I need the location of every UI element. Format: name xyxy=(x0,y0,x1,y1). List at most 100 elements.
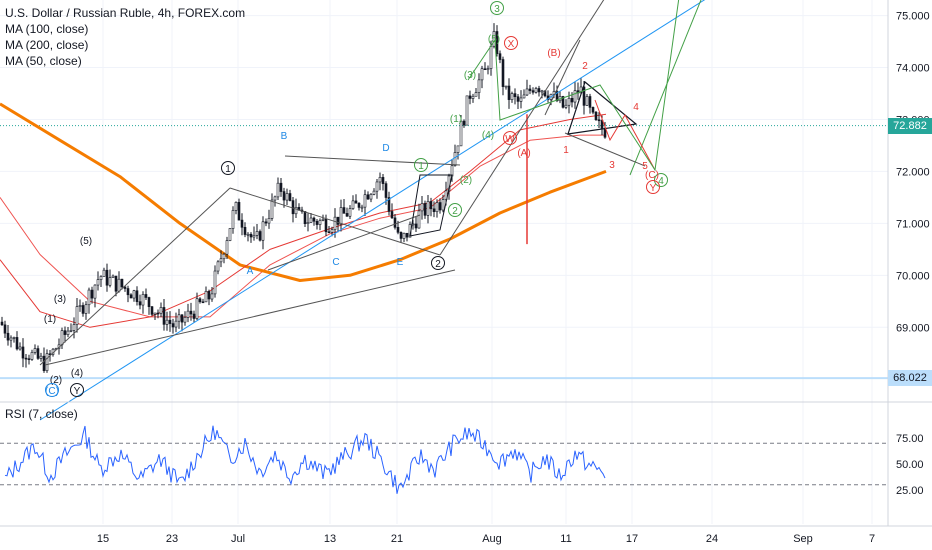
candle-body xyxy=(75,306,79,325)
candle-body xyxy=(375,181,379,192)
candle-body xyxy=(465,95,469,126)
candle-body xyxy=(279,182,283,192)
candle-body xyxy=(402,232,406,239)
candle-body xyxy=(516,96,520,102)
candle-body xyxy=(240,219,244,228)
candle-body xyxy=(357,202,361,208)
wave-label: E xyxy=(397,257,404,268)
candle-body xyxy=(390,211,394,219)
candle-body xyxy=(564,104,568,108)
candle-body xyxy=(351,200,355,209)
x-tick-label: 7 xyxy=(869,533,875,545)
candle-body xyxy=(177,314,181,322)
candle-body xyxy=(15,337,19,350)
candle-body xyxy=(69,330,73,332)
y-tick-label: 72.000 xyxy=(896,166,930,178)
candle-body xyxy=(531,90,535,93)
candle-body xyxy=(156,312,160,315)
ma100-label: MA (100, close) xyxy=(5,22,89,36)
candle-body xyxy=(321,218,325,221)
level-price-tag: 68.022 xyxy=(888,370,932,387)
wave-label: 2 xyxy=(582,61,588,72)
candle-body xyxy=(36,348,40,359)
x-tick-label: 17 xyxy=(626,533,638,545)
ma200-line xyxy=(0,102,607,282)
candle-body xyxy=(378,177,382,183)
candle-body xyxy=(30,352,34,360)
candle-body xyxy=(348,208,352,217)
candle-body xyxy=(174,320,178,328)
wave-label: (A) xyxy=(517,148,530,159)
candle-body xyxy=(249,233,253,238)
rsi-line xyxy=(4,425,606,494)
candle-body xyxy=(459,120,463,147)
wave-label-ring xyxy=(431,256,445,270)
wave-label: 5 xyxy=(642,161,648,172)
y-tick-label: 70.000 xyxy=(896,270,930,282)
candle-body xyxy=(66,330,70,335)
wave-label: (1) xyxy=(450,114,462,125)
candle-body xyxy=(495,31,499,54)
wave-label-ring xyxy=(504,36,518,50)
wave-label-ring xyxy=(414,158,428,172)
candle-body xyxy=(468,95,472,99)
candle-body xyxy=(123,286,127,289)
wave-label: W xyxy=(505,134,515,145)
candle-body xyxy=(537,88,541,93)
candle-body xyxy=(141,294,145,306)
candle-body xyxy=(99,276,103,280)
wedge-outline xyxy=(567,80,638,135)
candle-body xyxy=(165,319,169,325)
candle-body xyxy=(312,217,316,222)
candle-body xyxy=(417,210,421,229)
candle-body xyxy=(105,269,109,286)
candle-body xyxy=(426,201,430,216)
candle-body xyxy=(492,31,496,47)
channel-line xyxy=(564,132,646,167)
candle-body xyxy=(591,107,595,113)
candle-body xyxy=(435,202,439,213)
candle-body xyxy=(360,206,364,209)
candle-body xyxy=(489,45,493,69)
y-tick-label: 75.000 xyxy=(896,11,930,23)
candle-body xyxy=(567,98,571,106)
rsi-tick-label: 25.00 xyxy=(896,485,924,497)
candle-body xyxy=(339,207,343,225)
candle-body xyxy=(441,199,445,211)
wave-label: (2) xyxy=(460,175,472,186)
wave-label: 1 xyxy=(418,161,424,172)
candle-body xyxy=(354,200,358,204)
candle-body xyxy=(597,119,601,122)
wave-annotations: (1) (3) (5) (2) (4) (C) Y 1 2 A B C D E 3 (5) (3) (1) (4) 1… xyxy=(39,0,706,421)
candle-body xyxy=(207,291,211,300)
candle-body xyxy=(189,310,193,315)
channel-line xyxy=(439,0,605,256)
candle-body xyxy=(498,53,502,60)
candle-body xyxy=(501,59,505,87)
wave-label: (4) xyxy=(482,130,494,141)
wave-label: (1) xyxy=(44,314,56,325)
candle-body xyxy=(513,93,517,98)
wave-label: 1 xyxy=(563,145,569,156)
wave-label-ring xyxy=(503,131,517,145)
wave-label: 4 xyxy=(658,176,664,187)
candle-body xyxy=(45,353,49,371)
wave-label: (4) xyxy=(71,368,83,379)
wave-label: C xyxy=(332,257,339,268)
candle-body xyxy=(204,291,208,303)
candle-body xyxy=(42,355,46,371)
candle-body xyxy=(369,194,373,200)
candle-body xyxy=(507,85,511,100)
candle-body xyxy=(102,269,106,277)
candle-body xyxy=(462,120,466,126)
wave-label-ring xyxy=(490,1,504,15)
candle-body xyxy=(213,270,217,295)
wave-label: (C) xyxy=(45,386,59,397)
x-tick-label: 13 xyxy=(324,533,336,545)
x-tick-label: 24 xyxy=(706,533,718,545)
candle-body xyxy=(144,294,148,298)
channel-line xyxy=(39,187,231,366)
candle-body xyxy=(6,332,10,341)
candle-body xyxy=(81,305,85,314)
